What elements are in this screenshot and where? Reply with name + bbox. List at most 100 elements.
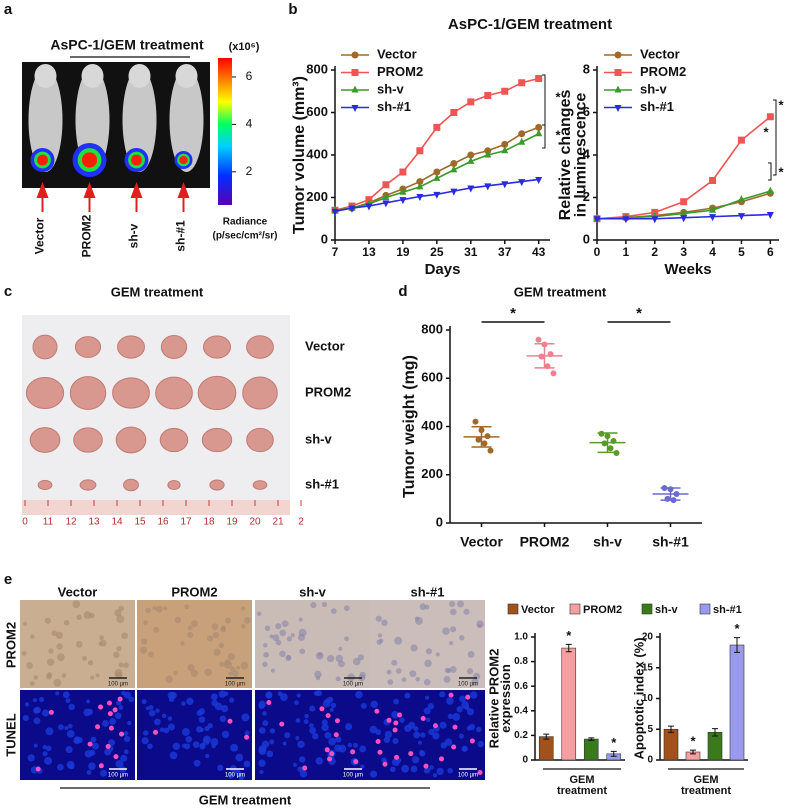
x-axis-label: Weeks <box>664 261 711 278</box>
y-axis-label: Tumor volume (mm³) <box>291 76 308 234</box>
x-tick-label: Vector <box>460 534 503 550</box>
y-tick-label: 8 <box>583 61 590 76</box>
nucleus <box>457 600 465 608</box>
nucleus <box>303 719 309 725</box>
marker <box>348 205 356 213</box>
nucleus <box>217 764 224 772</box>
legend-label: Vector <box>377 46 417 61</box>
apoptotic-cell <box>98 704 104 710</box>
nucleus <box>427 703 435 710</box>
legend-label: sh-#1 <box>713 604 742 616</box>
x-tick-label: 19 <box>396 245 410 259</box>
nucleus <box>236 665 241 670</box>
marker <box>484 150 492 158</box>
tumor <box>25 377 65 409</box>
nucleus <box>32 698 37 703</box>
marker <box>416 178 424 186</box>
ruler-label: 18 <box>203 517 215 528</box>
nucleus <box>221 730 230 739</box>
marker <box>501 87 509 95</box>
nucleus <box>360 702 367 709</box>
apoptotic-cell <box>227 718 233 724</box>
nucleus <box>338 646 343 651</box>
nucleus <box>47 672 52 678</box>
nucleus <box>419 749 425 755</box>
chart-title: AsPC-1/GEM treatment <box>448 16 612 33</box>
marker <box>467 98 475 106</box>
mouse-head <box>175 64 198 88</box>
nucleus <box>347 673 355 682</box>
nucleus <box>471 678 479 686</box>
apoptotic-cell <box>393 720 399 726</box>
marker <box>382 200 390 208</box>
nucleus <box>458 733 464 739</box>
scale-label: 100 µm <box>343 682 363 688</box>
mouse-image <box>28 68 63 172</box>
nucleus <box>56 653 65 662</box>
nucleus <box>241 606 246 611</box>
legend-label: sh-v <box>377 81 405 96</box>
scale-label: 100 µm <box>458 773 478 779</box>
signal-blob <box>131 154 142 166</box>
nucleus <box>207 635 214 642</box>
nucleus <box>466 668 474 675</box>
nucleus <box>312 733 319 740</box>
nucleus <box>317 652 323 658</box>
nucleus <box>161 713 167 719</box>
x-axis-label: treatment <box>557 785 607 797</box>
nucleus <box>280 693 288 701</box>
panel-label: a <box>4 1 13 18</box>
error-bar <box>543 733 550 740</box>
nucleus <box>377 633 383 638</box>
apoptotic-cell <box>279 721 285 727</box>
nucleus <box>355 690 363 699</box>
nucleus <box>128 696 135 703</box>
nucleus <box>181 743 187 748</box>
y-tick-label: 20 <box>642 632 654 643</box>
legend-marker <box>614 85 622 93</box>
apoptotic-cell <box>477 770 483 776</box>
nucleus <box>297 740 305 749</box>
nucleus <box>118 662 124 668</box>
ruler-label: 21 <box>272 517 284 528</box>
x-tick-label: 13 <box>362 245 376 259</box>
nucleus <box>446 668 452 674</box>
nucleus <box>262 711 267 716</box>
apoptotic-cell <box>113 754 119 760</box>
nucleus <box>375 615 382 622</box>
nucleus <box>127 720 132 726</box>
legend-label: Vector <box>521 604 555 616</box>
marker <box>518 179 526 187</box>
nucleus <box>68 703 76 711</box>
mouse-head <box>128 64 151 88</box>
marker <box>472 418 479 425</box>
nucleus <box>123 691 132 699</box>
apoptotic-cell <box>329 751 335 757</box>
nucleus <box>456 706 463 713</box>
nucleus <box>335 676 341 682</box>
chart-title: GEM treatment <box>514 284 607 299</box>
nucleus <box>114 609 122 617</box>
nucleus <box>316 690 323 697</box>
y-tick-label: 2 <box>583 189 590 204</box>
nucleus <box>321 719 328 726</box>
y-tick-label: 0.6 <box>514 681 528 692</box>
marker <box>535 336 542 343</box>
nucleus <box>391 659 398 666</box>
marker <box>399 168 407 176</box>
apoptotic-cell <box>87 741 93 747</box>
nucleus <box>324 731 332 739</box>
scale-label: 100 µm <box>343 773 363 779</box>
y-tick-label: 0 <box>321 231 328 246</box>
nucleus <box>98 641 103 646</box>
nucleus <box>218 642 225 649</box>
nucleus <box>449 608 457 616</box>
column-label: sh-#1 <box>411 584 445 599</box>
bar <box>663 728 679 761</box>
nucleus <box>391 758 400 767</box>
nucleus <box>462 747 467 752</box>
marker <box>484 183 492 191</box>
nucleus <box>240 623 246 629</box>
marker <box>331 208 339 216</box>
nucleus <box>243 760 251 768</box>
